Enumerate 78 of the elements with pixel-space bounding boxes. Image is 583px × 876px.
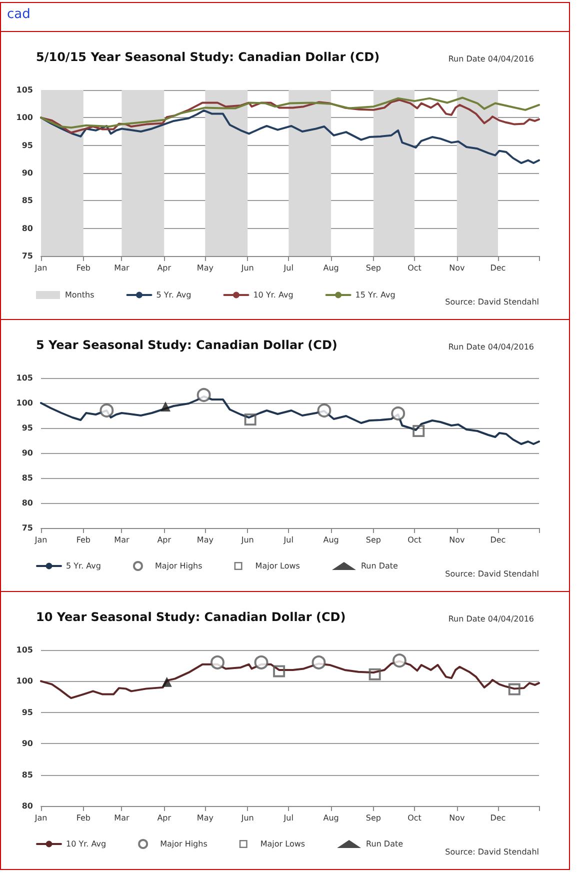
x-tick-label: Jan — [34, 536, 48, 544]
x-tick-label: Oct — [408, 536, 422, 544]
x-tick-label: Sep — [366, 536, 381, 544]
chart-subtitle: Run Date 04/04/2016 — [448, 54, 534, 64]
legend-label: 10 Yr. Avg — [66, 840, 106, 848]
x-tick-label: Mar — [114, 814, 130, 822]
y-tick-label: 95 — [22, 424, 34, 432]
x-tick-label: Aug — [323, 264, 339, 272]
x-tick-label: Aug — [323, 536, 339, 544]
x-tick-label: Sep — [366, 264, 381, 272]
legend-label: Major Lows — [255, 562, 300, 570]
x-tick-label: May — [196, 264, 214, 272]
y-tick-label: 80 — [22, 224, 34, 233]
y-tick-label: 90 — [22, 448, 34, 458]
x-tick-label: Aug — [323, 814, 339, 822]
x-tick-label: Oct — [408, 264, 422, 272]
y-tick-label: 85 — [22, 196, 34, 206]
legend-label: Run Date — [366, 840, 404, 848]
y-tick-label: 80 — [22, 802, 34, 810]
x-tick-label: Jan — [34, 814, 48, 822]
legend-label: 15 Yr. Avg — [355, 290, 396, 300]
y-tick-label: 105 — [16, 374, 34, 382]
x-tick-label: Mar — [114, 536, 130, 544]
chart-title: 10 Year Seasonal Study: Canadian Dollar (CD) — [36, 610, 346, 624]
chart-subtitle: Run Date 04/04/2016 — [448, 614, 534, 624]
x-tick-label: Dec — [490, 536, 506, 544]
x-tick-label: Dec — [490, 264, 506, 272]
source-note: Source: David Stendahl — [445, 848, 540, 856]
legend-label: Major Highs — [154, 562, 202, 570]
legend-label: Major Lows — [260, 840, 306, 848]
y-tick-label: 85 — [22, 770, 34, 780]
y-tick-label: 75 — [22, 252, 34, 260]
text: cad — [0, 2, 570, 32]
legend-label: 5 Yr. Avg — [66, 562, 101, 570]
x-tick-label: Oct — [408, 814, 422, 822]
x-tick-label: Feb — [76, 536, 90, 544]
y-tick-label: 95 — [22, 708, 34, 717]
x-tick-label: Jun — [240, 814, 254, 822]
chart-title: 5 Year Seasonal Study: Canadian Dollar (CD) — [36, 338, 338, 352]
x-tick-label: Jul — [282, 536, 294, 544]
y-tick-label: 75 — [22, 524, 34, 532]
x-tick-label: Jun — [240, 264, 254, 272]
y-tick-label: 95 — [22, 140, 34, 150]
x-tick-label: Jul — [282, 814, 294, 822]
x-tick-label: Dec — [490, 814, 506, 822]
source-note: Source: David Stendahl — [445, 570, 540, 578]
y-tick-label: 100 — [16, 676, 34, 686]
y-tick-label: 85 — [22, 474, 34, 482]
y-tick-label: 80 — [22, 498, 34, 508]
x-tick-label: Nov — [449, 814, 465, 822]
y-tick-label: 90 — [22, 168, 34, 178]
y-tick-label: 100 — [16, 398, 34, 408]
x-tick-label: Mar — [114, 264, 130, 272]
x-tick-label: Apr — [157, 536, 172, 544]
y-tick-label: 90 — [22, 739, 34, 748]
x-tick-label: Feb — [76, 264, 90, 272]
y-tick-label: 105 — [16, 646, 34, 654]
x-tick-label: May — [196, 536, 214, 544]
x-tick-label: Jul — [282, 264, 294, 272]
x-tick-label: Feb — [76, 814, 90, 822]
y-tick-label: 105 — [16, 86, 34, 94]
x-tick-label: Jun — [240, 536, 254, 544]
x-tick-label: Apr — [157, 264, 172, 272]
x-tick-label: Apr — [157, 814, 172, 822]
legend-label: 10 Yr. Avg — [253, 290, 294, 300]
legend-label: Months — [65, 290, 94, 300]
x-tick-label: Nov — [449, 264, 465, 272]
legend-label: Major Highs — [160, 840, 208, 848]
chart-title: 5/10/15 Year Seasonal Study: Canadian Dollar (CD) — [36, 50, 380, 64]
y-tick-label: 100 — [16, 113, 34, 122]
source-note: Source: David Stendahl — [445, 298, 540, 306]
legend-label: Run Date — [360, 562, 398, 570]
x-tick-label: Sep — [366, 814, 381, 822]
x-tick-label: May — [196, 814, 214, 822]
chart-subtitle: Run Date 04/04/2016 — [448, 342, 534, 352]
legend-label: 5 Yr. Avg — [156, 290, 192, 300]
x-tick-label: Jan — [34, 264, 48, 272]
x-tick-label: Nov — [449, 536, 465, 544]
